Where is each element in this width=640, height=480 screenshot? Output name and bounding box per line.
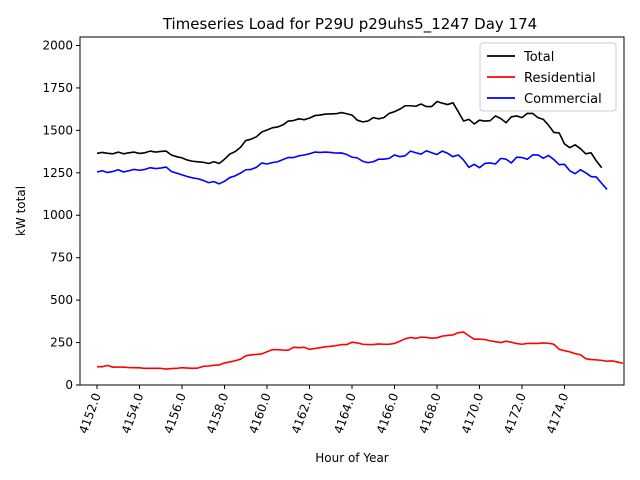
y-axis: 0 250 500 750 1000 1250 1500 1750 2000 (42, 38, 80, 392)
y-tick-label: 750 (50, 251, 73, 265)
chart-title: Timeseries Load for P29U p29uhs5_1247 Da… (162, 15, 537, 34)
legend: Total Residential Commercial (479, 42, 617, 112)
series-line-commercial (96, 149, 608, 190)
y-axis-label: kW total (14, 186, 28, 236)
y-tick-label: 1500 (42, 123, 73, 137)
y-tick-label: 0 (65, 378, 73, 392)
plot-lines (96, 100, 624, 370)
y-tick-label: 250 (50, 336, 73, 350)
legend-box (479, 42, 617, 112)
series-line-residential (97, 331, 624, 370)
series-line-total (96, 100, 603, 169)
y-tick-label: 2000 (42, 38, 73, 52)
legend-label-total: Total (523, 50, 554, 65)
legend-label-commercial: Commercial (524, 92, 602, 107)
legend-label-residential: Residential (524, 71, 596, 86)
y-tick-label: 1750 (42, 81, 73, 95)
y-tick-label: 500 (50, 293, 73, 307)
y-tick-label: 1250 (42, 166, 73, 180)
y-tick-label: 1000 (42, 208, 73, 222)
x-axis-label: Hour of Year (315, 451, 389, 465)
